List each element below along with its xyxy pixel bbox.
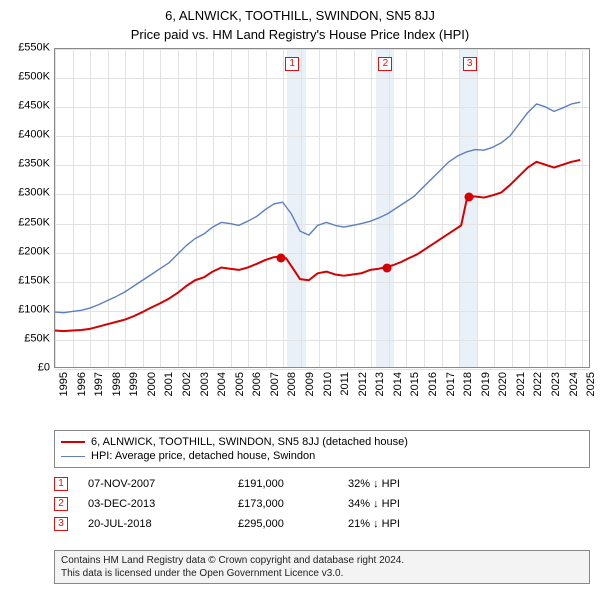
xtick-label: 1998 xyxy=(112,372,123,402)
page-title-address: 6, ALNWICK, TOOTHILL, SWINDON, SN5 8JJ xyxy=(0,0,600,23)
sale-delta: 21% ↓ HPI xyxy=(348,518,468,530)
legend-row-property: 6, ALNWICK, TOOTHILL, SWINDON, SN5 8JJ (… xyxy=(61,435,583,449)
legend: 6, ALNWICK, TOOTHILL, SWINDON, SN5 8JJ (… xyxy=(54,430,590,468)
sale-marker-box: 1 xyxy=(285,57,299,71)
ytick-label: £200K xyxy=(8,246,50,257)
sales-row: 1 07-NOV-2007 £191,000 32% ↓ HPI xyxy=(54,474,590,494)
xtick-label: 2019 xyxy=(481,372,492,402)
xtick-label: 2002 xyxy=(182,372,193,402)
legend-swatch-property xyxy=(61,441,85,443)
legend-row-hpi: HPI: Average price, detached house, Swin… xyxy=(61,449,583,463)
sale-date: 07-NOV-2007 xyxy=(88,478,238,490)
xtick-label: 2001 xyxy=(164,372,175,402)
ytick-label: £250K xyxy=(8,217,50,228)
xtick-label: 2025 xyxy=(586,372,597,402)
xtick-label: 2016 xyxy=(428,372,439,402)
chart-svg xyxy=(55,49,589,367)
xtick-label: 2015 xyxy=(410,372,421,402)
sale-delta: 34% ↓ HPI xyxy=(348,498,468,510)
xtick-label: 2004 xyxy=(217,372,228,402)
gridline-h xyxy=(55,369,589,370)
xtick-label: 2020 xyxy=(498,372,509,402)
footer-attribution: Contains HM Land Registry data © Crown c… xyxy=(54,550,590,584)
ytick-label: £400K xyxy=(8,130,50,141)
sale-dot xyxy=(464,193,473,202)
xtick-label: 2018 xyxy=(463,372,474,402)
legend-swatch-hpi xyxy=(61,456,85,457)
sale-date: 20-JUL-2018 xyxy=(88,518,238,530)
xtick-label: 2008 xyxy=(287,372,298,402)
sale-date: 03-DEC-2013 xyxy=(88,498,238,510)
sale-dot xyxy=(383,264,392,273)
ytick-label: £300K xyxy=(8,188,50,199)
ytick-label: £450K xyxy=(8,101,50,112)
xtick-label: 2003 xyxy=(200,372,211,402)
xtick-label: 1995 xyxy=(59,372,70,402)
sale-dot xyxy=(276,253,285,262)
xtick-label: 2007 xyxy=(270,372,281,402)
xtick-label: 2011 xyxy=(340,372,351,402)
sale-marker-icon: 2 xyxy=(54,497,68,511)
sale-delta: 32% ↓ HPI xyxy=(348,478,468,490)
xtick-label: 2005 xyxy=(235,372,246,402)
sales-row: 2 03-DEC-2013 £173,000 34% ↓ HPI xyxy=(54,494,590,514)
ytick-label: £150K xyxy=(8,275,50,286)
xtick-label: 1999 xyxy=(129,372,140,402)
xtick-label: 2006 xyxy=(252,372,263,402)
xtick-label: 2021 xyxy=(516,372,527,402)
plot-area: 1 2 3 xyxy=(54,48,590,368)
ytick-label: £100K xyxy=(8,304,50,315)
ytick-label: £50K xyxy=(8,333,50,344)
sales-row: 3 20-JUL-2018 £295,000 21% ↓ HPI xyxy=(54,514,590,534)
series-hpi xyxy=(55,102,580,312)
sale-price: £173,000 xyxy=(238,498,348,510)
series-property xyxy=(55,160,580,331)
xtick-label: 1997 xyxy=(94,372,105,402)
page-subtitle: Price paid vs. HM Land Registry's House … xyxy=(0,23,600,46)
legend-label-hpi: HPI: Average price, detached house, Swin… xyxy=(91,450,315,462)
ytick-label: £500K xyxy=(8,72,50,83)
ytick-label: £0 xyxy=(8,363,50,374)
xtick-label: 2012 xyxy=(358,372,369,402)
xtick-label: 1996 xyxy=(77,372,88,402)
sale-price: £295,000 xyxy=(238,518,348,530)
xtick-label: 2010 xyxy=(323,372,334,402)
xtick-label: 2017 xyxy=(446,372,457,402)
sale-marker-box: 2 xyxy=(378,57,392,71)
sale-marker-icon: 1 xyxy=(54,477,68,491)
chart-container: 1 2 3 £0 £50K £100K £150K £200K £250K £300K £350K… xyxy=(8,48,592,400)
xtick-label: 2022 xyxy=(533,372,544,402)
legend-label-property: 6, ALNWICK, TOOTHILL, SWINDON, SN5 8JJ (… xyxy=(91,436,408,448)
xtick-label: 2009 xyxy=(305,372,316,402)
footer-line: Contains HM Land Registry data © Crown c… xyxy=(61,554,583,567)
ytick-label: £550K xyxy=(8,43,50,54)
xtick-label: 2014 xyxy=(393,372,404,402)
ytick-label: £350K xyxy=(8,159,50,170)
sales-table: 1 07-NOV-2007 £191,000 32% ↓ HPI 2 03-DE… xyxy=(54,474,590,534)
xtick-label: 2023 xyxy=(551,372,562,402)
sale-price: £191,000 xyxy=(238,478,348,490)
footer-line: This data is licensed under the Open Gov… xyxy=(61,567,583,580)
xtick-label: 2013 xyxy=(375,372,386,402)
xtick-label: 2000 xyxy=(147,372,158,402)
sale-marker-icon: 3 xyxy=(54,517,68,531)
sale-marker-box: 3 xyxy=(463,57,477,71)
xtick-label: 2024 xyxy=(569,372,580,402)
